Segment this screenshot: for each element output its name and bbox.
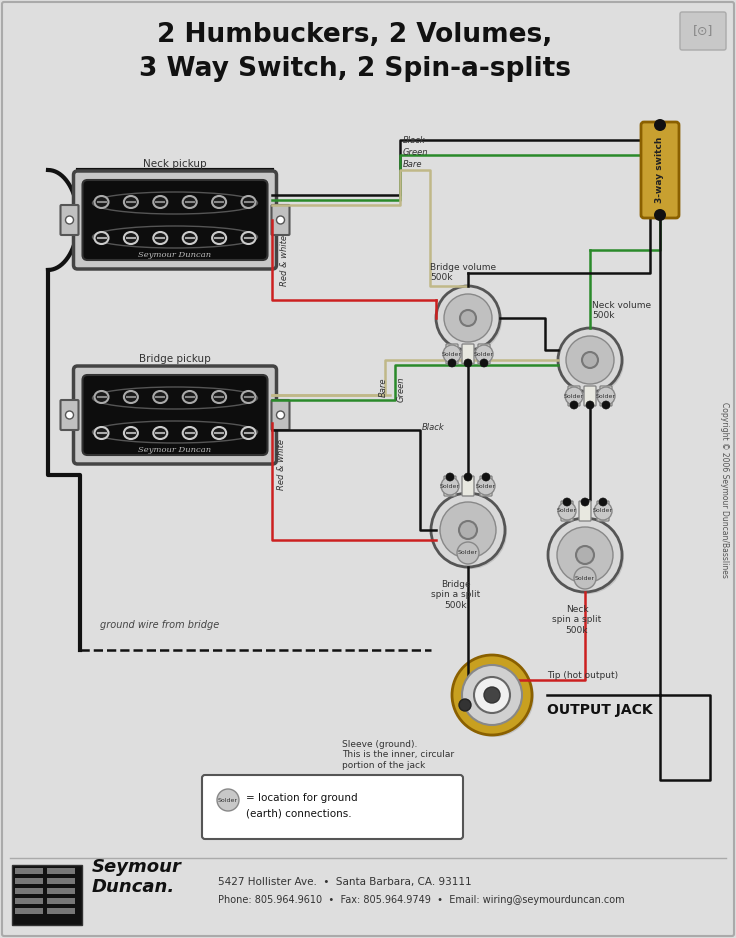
FancyBboxPatch shape	[446, 344, 458, 364]
Ellipse shape	[183, 196, 197, 208]
Circle shape	[457, 542, 479, 564]
Circle shape	[654, 119, 666, 131]
Text: Green: Green	[403, 148, 428, 157]
FancyBboxPatch shape	[584, 386, 596, 406]
Circle shape	[474, 677, 510, 713]
Circle shape	[438, 288, 502, 352]
Ellipse shape	[94, 232, 108, 244]
Text: Solder: Solder	[476, 483, 496, 489]
Circle shape	[558, 502, 576, 520]
Text: Seymour Duncan: Seymour Duncan	[138, 446, 211, 454]
Text: Bare: Bare	[379, 377, 388, 397]
Bar	[47, 878, 75, 884]
Circle shape	[66, 216, 74, 224]
Bar	[47, 898, 75, 904]
Text: Solder: Solder	[557, 508, 577, 513]
Text: Red & white: Red & white	[277, 440, 286, 491]
Circle shape	[566, 336, 614, 384]
FancyBboxPatch shape	[444, 476, 456, 496]
FancyBboxPatch shape	[202, 775, 463, 839]
Circle shape	[475, 345, 493, 363]
Ellipse shape	[93, 192, 258, 214]
Bar	[47, 868, 75, 874]
Ellipse shape	[93, 226, 258, 248]
FancyBboxPatch shape	[641, 122, 679, 218]
Text: Neck
spin a split
500k: Neck spin a split 500k	[553, 605, 601, 635]
FancyBboxPatch shape	[60, 400, 79, 430]
Text: ground wire from bridge: ground wire from bridge	[100, 620, 219, 630]
Circle shape	[462, 665, 522, 725]
Text: Tip (hot output): Tip (hot output)	[547, 671, 618, 679]
Ellipse shape	[93, 387, 258, 409]
Ellipse shape	[153, 196, 167, 208]
FancyBboxPatch shape	[579, 501, 591, 521]
FancyBboxPatch shape	[561, 501, 573, 521]
FancyBboxPatch shape	[480, 476, 492, 496]
Circle shape	[452, 655, 532, 735]
Circle shape	[446, 473, 454, 481]
Circle shape	[574, 567, 596, 589]
Circle shape	[448, 359, 456, 367]
Circle shape	[570, 401, 578, 409]
Circle shape	[459, 521, 477, 539]
Circle shape	[565, 387, 583, 405]
Circle shape	[277, 216, 285, 224]
FancyBboxPatch shape	[462, 476, 474, 496]
Circle shape	[431, 493, 505, 567]
FancyBboxPatch shape	[568, 386, 580, 406]
Circle shape	[464, 473, 472, 481]
FancyBboxPatch shape	[680, 12, 726, 50]
Text: Red & white: Red & white	[280, 234, 289, 285]
Ellipse shape	[93, 421, 258, 443]
Text: [⊙]: [⊙]	[693, 24, 713, 38]
Text: 3-way switch: 3-way switch	[656, 137, 665, 204]
FancyBboxPatch shape	[272, 400, 289, 430]
Ellipse shape	[212, 391, 226, 403]
Text: Seymour Duncan: Seymour Duncan	[138, 251, 211, 259]
Ellipse shape	[153, 427, 167, 439]
Circle shape	[599, 498, 607, 506]
Circle shape	[484, 687, 500, 703]
Text: Bridge
spin a split
500k: Bridge spin a split 500k	[431, 580, 481, 610]
Circle shape	[594, 502, 612, 520]
Text: 5427 Hollister Ave.  •  Santa Barbara, CA. 93111: 5427 Hollister Ave. • Santa Barbara, CA.…	[218, 877, 472, 887]
Text: Solder: Solder	[575, 576, 595, 581]
Text: Bridge volume
500k: Bridge volume 500k	[430, 263, 496, 282]
Text: Neck volume
500k: Neck volume 500k	[592, 300, 651, 320]
Text: Neck pickup: Neck pickup	[144, 159, 207, 169]
Circle shape	[454, 657, 534, 737]
Text: OUTPUT JACK: OUTPUT JACK	[547, 703, 653, 717]
Circle shape	[441, 477, 459, 495]
Ellipse shape	[212, 232, 226, 244]
Ellipse shape	[94, 196, 108, 208]
Bar	[15, 888, 43, 894]
Circle shape	[217, 789, 239, 811]
Ellipse shape	[94, 427, 108, 439]
Circle shape	[548, 518, 622, 592]
Ellipse shape	[183, 232, 197, 244]
Ellipse shape	[241, 196, 255, 208]
Ellipse shape	[183, 391, 197, 403]
Ellipse shape	[124, 391, 138, 403]
Text: Solder: Solder	[442, 352, 462, 356]
Ellipse shape	[241, 391, 255, 403]
Circle shape	[440, 502, 496, 558]
Bar	[15, 908, 43, 914]
Ellipse shape	[153, 391, 167, 403]
Bar	[47, 888, 75, 894]
Circle shape	[557, 527, 613, 583]
Ellipse shape	[153, 232, 167, 244]
Ellipse shape	[124, 232, 138, 244]
FancyBboxPatch shape	[600, 386, 612, 406]
Bar	[15, 878, 43, 884]
Circle shape	[433, 495, 507, 569]
Circle shape	[460, 310, 476, 326]
Circle shape	[558, 328, 622, 392]
Text: Duncan.: Duncan.	[92, 878, 175, 896]
FancyBboxPatch shape	[74, 171, 277, 269]
Text: Solder: Solder	[474, 352, 494, 356]
Ellipse shape	[124, 196, 138, 208]
Circle shape	[582, 352, 598, 368]
Circle shape	[482, 473, 490, 481]
